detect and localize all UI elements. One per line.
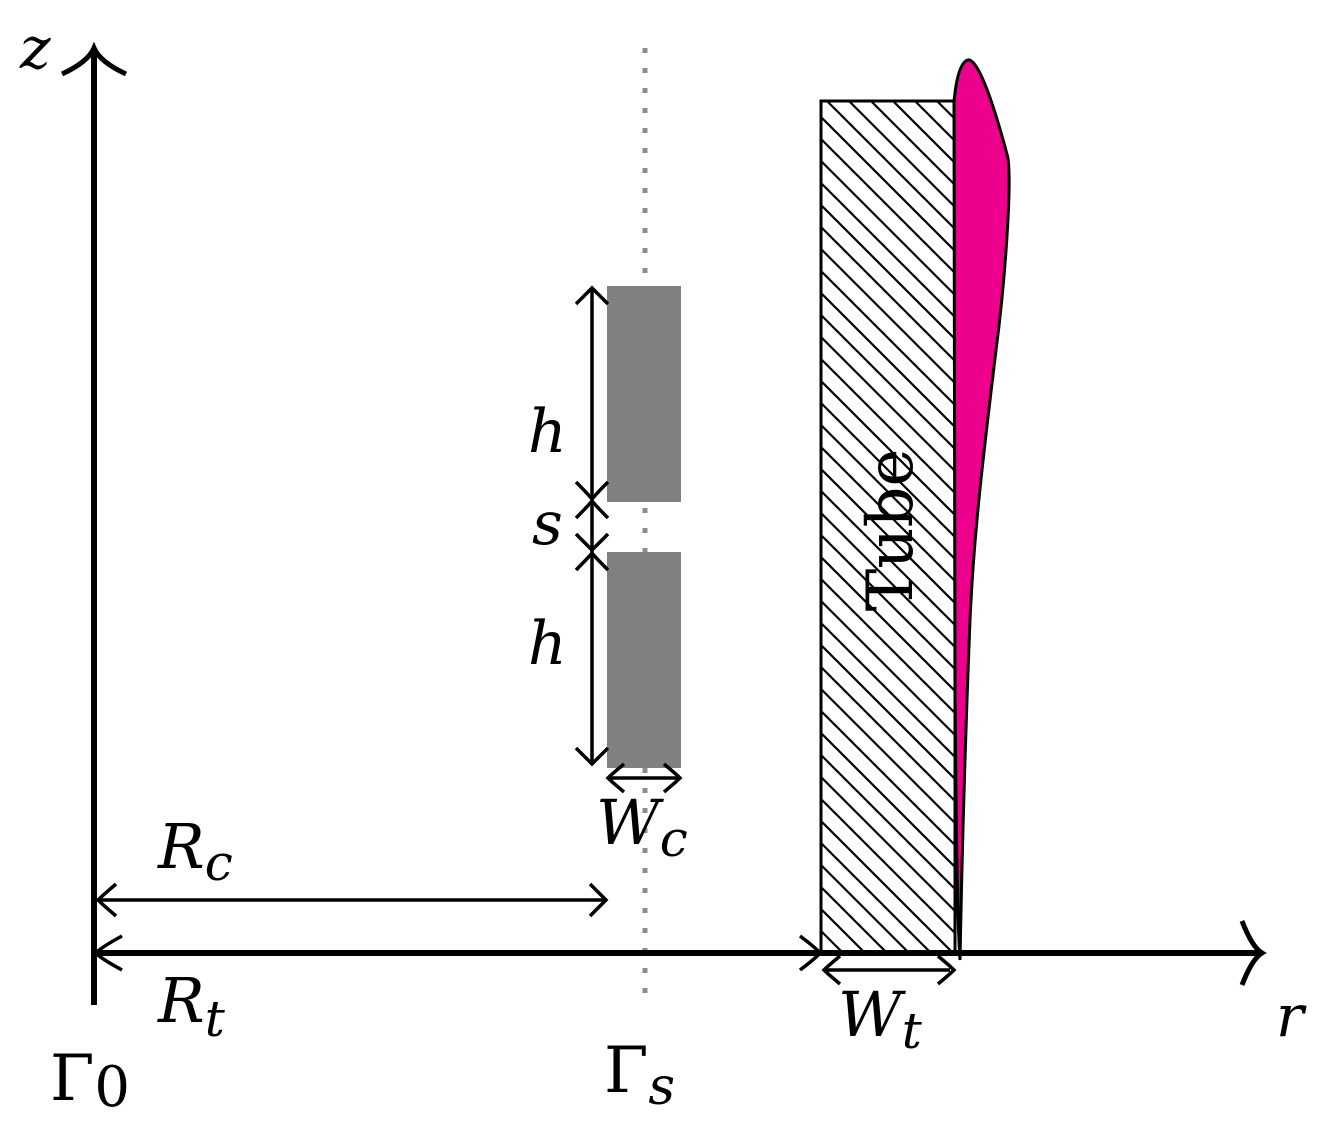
h-upper-label: h [528,397,567,467]
deformation-profile [952,58,1011,961]
coil-width-dimension [605,762,683,794]
tube-radius-label: Rt [157,964,226,1048]
gamma-s-label: Γs [604,1034,675,1117]
h-lower-label: h [528,609,567,679]
tube-label: Tube [854,449,928,612]
coil-lower [607,552,681,768]
z-axis-label: z [19,14,51,82]
coil-radius-label: Rc [157,810,233,892]
tube-width-dimension [821,954,957,986]
gap-s-label: s [532,489,563,559]
coil-upper [607,286,681,502]
coil-radius-dimension [95,882,609,918]
r-axis-label: r [1276,982,1307,1050]
coil-width-label: Wc [596,786,688,868]
coil-height-dimension [574,285,610,767]
z-axis [60,41,128,1005]
tube-width-label: Wt [838,978,923,1060]
r-axis [94,920,1267,986]
gamma-0-label: Γ0 [50,1042,130,1120]
